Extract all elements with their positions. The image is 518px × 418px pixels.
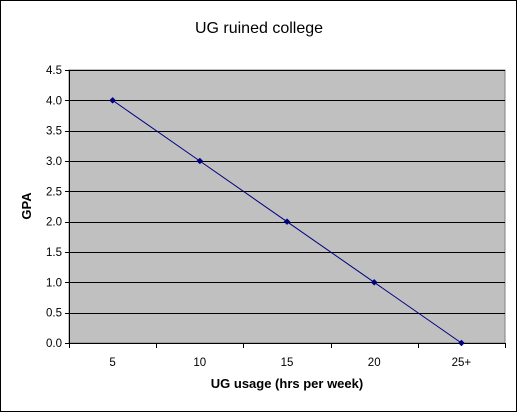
data-point	[196, 157, 204, 165]
chart-title: UG ruined college	[195, 20, 323, 37]
data-point	[458, 339, 465, 347]
y-tick-label: 4.0	[46, 95, 62, 107]
y-tick-labels: 0.0 0.5 1.0 1.5 2.0 2.5 3.0 3.5 4.0 4.5	[46, 65, 62, 350]
y-tick-label: 0.5	[46, 308, 62, 320]
data-series	[109, 96, 465, 347]
y-tick-label: 4.5	[46, 65, 62, 77]
y-axis-label: GPA	[19, 192, 34, 220]
data-point	[109, 96, 116, 104]
data-point	[283, 218, 291, 226]
y-tick-label: 2.5	[46, 186, 62, 198]
gridlines	[69, 70, 505, 314]
x-tick-label: 5	[109, 357, 115, 369]
x-tick-label: 25+	[452, 357, 472, 369]
y-tick-label: 0.0	[46, 338, 62, 350]
axes	[65, 70, 506, 348]
x-tick-labels: 5 10 15 20 25+	[109, 357, 471, 369]
y-tick-label: 2.0	[46, 217, 62, 229]
x-tick-label: 15	[281, 357, 294, 369]
x-tick-label: 10	[193, 357, 206, 369]
x-tick-label: 20	[368, 357, 381, 369]
y-tick-label: 3.5	[46, 126, 62, 138]
plot-area	[68, 69, 506, 344]
y-tick-label: 3.0	[46, 156, 62, 168]
y-tick-label: 1.5	[46, 247, 62, 259]
y-tick-label: 1.0	[46, 277, 62, 289]
data-point	[370, 278, 378, 286]
x-axis-label: UG usage (hrs per week)	[211, 376, 363, 391]
